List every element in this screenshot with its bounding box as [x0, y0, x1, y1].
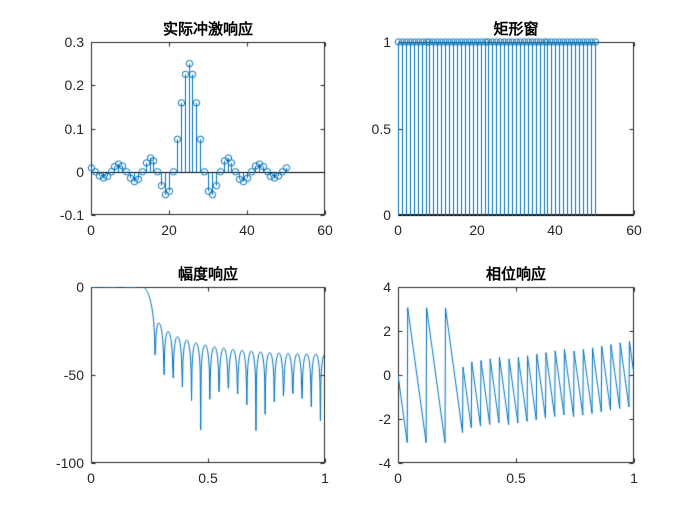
subplot-title-impulse-response: 实际冲激响应 [162, 21, 253, 38]
subplot-title-magnitude-response: 幅度响应 [177, 266, 238, 283]
subplot-title-rect-window: 矩形窗 [493, 21, 539, 38]
subplot-title-phase-response: 相位响应 [485, 266, 546, 283]
